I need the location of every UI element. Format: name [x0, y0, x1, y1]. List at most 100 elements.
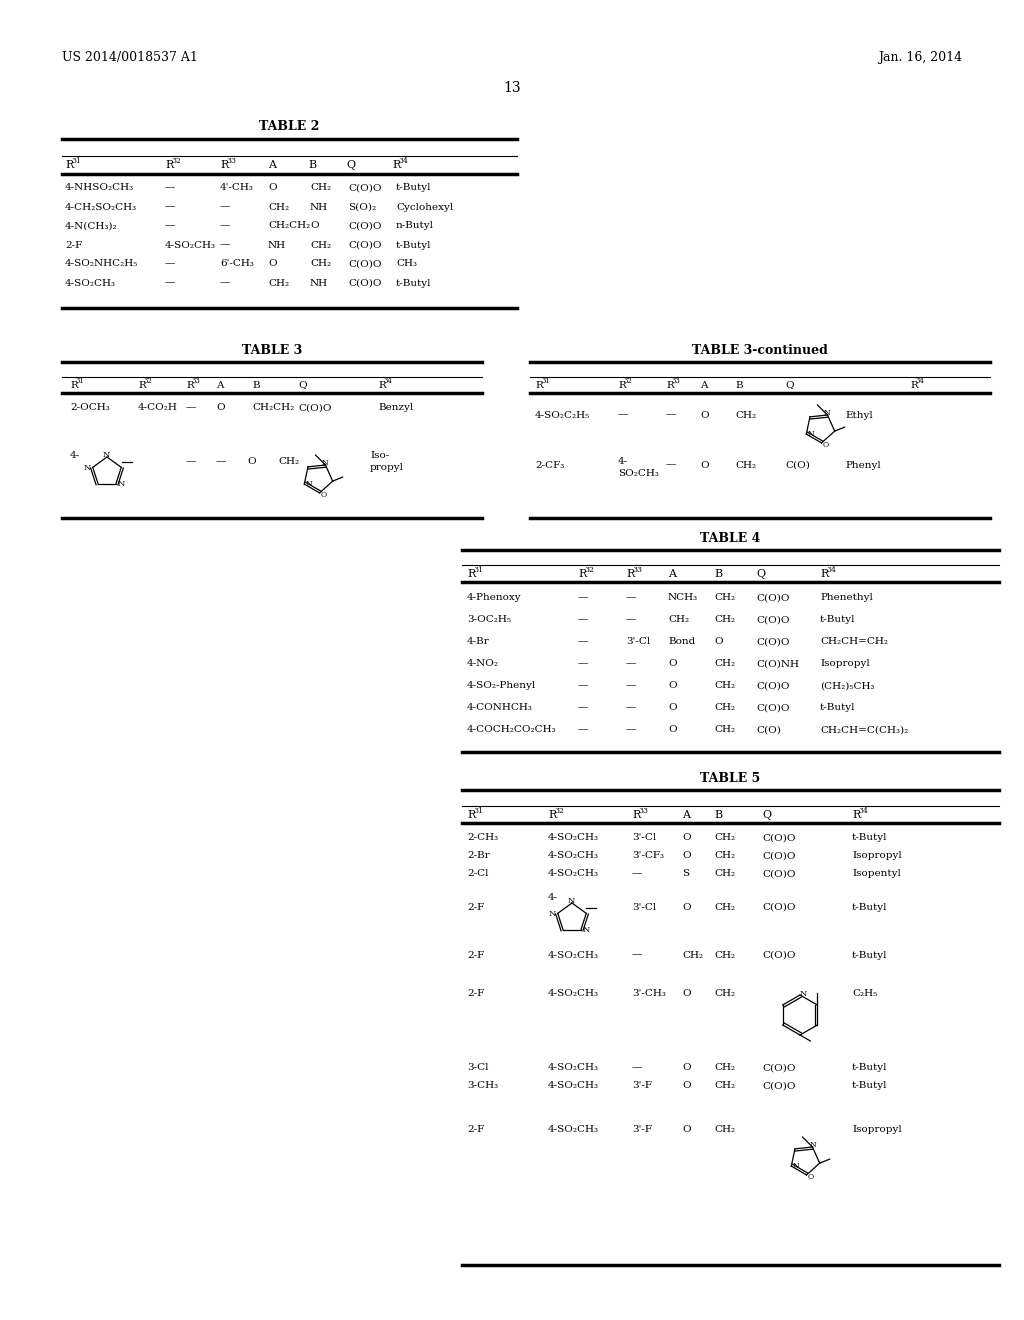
Text: —: — — [578, 660, 589, 668]
Text: —: — — [632, 1064, 642, 1072]
Text: N: N — [583, 927, 590, 935]
Text: 4-: 4- — [618, 457, 628, 466]
Text: CH₂: CH₂ — [268, 202, 289, 211]
Text: CH₂CH=CH₂: CH₂CH=CH₂ — [820, 638, 888, 647]
Text: TABLE 2: TABLE 2 — [259, 120, 319, 133]
Text: Phenethyl: Phenethyl — [820, 594, 872, 602]
Text: N: N — [323, 459, 329, 467]
Text: CH₂: CH₂ — [714, 851, 735, 861]
Text: C(O)O: C(O)O — [756, 681, 790, 690]
Text: 33: 33 — [672, 378, 681, 385]
Text: 4-NO₂: 4-NO₂ — [467, 660, 499, 668]
Text: R: R — [186, 380, 194, 389]
Text: 33: 33 — [193, 378, 201, 385]
Text: 3-Cl: 3-Cl — [467, 1064, 488, 1072]
Text: 34: 34 — [384, 378, 393, 385]
Text: propyl: propyl — [370, 463, 404, 473]
Text: 4-SO₂CH₃: 4-SO₂CH₃ — [548, 1126, 599, 1134]
Text: R: R — [65, 160, 74, 170]
Text: O: O — [682, 833, 690, 842]
Text: —: — — [165, 202, 175, 211]
Text: 31: 31 — [71, 157, 81, 165]
Text: C(O)O: C(O)O — [756, 704, 790, 713]
Text: A: A — [216, 380, 223, 389]
Text: CH₂: CH₂ — [310, 240, 331, 249]
Text: —: — — [626, 704, 636, 713]
Text: —: — — [186, 404, 197, 412]
Text: C(O)O: C(O)O — [348, 279, 382, 288]
Text: CH₂: CH₂ — [714, 950, 735, 960]
Text: CH₂: CH₂ — [278, 458, 299, 466]
Text: A: A — [682, 810, 690, 820]
Text: 32: 32 — [144, 378, 153, 385]
Text: 4-SO₂NHC₂H₅: 4-SO₂NHC₂H₅ — [65, 260, 138, 268]
Text: 3'-Cl: 3'-Cl — [626, 638, 650, 647]
Text: 2-CH₃: 2-CH₃ — [467, 833, 498, 842]
Text: CH₂: CH₂ — [714, 615, 735, 624]
Text: C(O)O: C(O)O — [348, 240, 382, 249]
Text: 32: 32 — [624, 378, 633, 385]
Text: NCH₃: NCH₃ — [668, 594, 698, 602]
Text: —: — — [626, 726, 636, 734]
Text: —: — — [578, 594, 589, 602]
Text: 32: 32 — [171, 157, 181, 165]
Text: 34: 34 — [858, 807, 868, 814]
Text: 31: 31 — [473, 566, 483, 574]
Text: A: A — [700, 380, 708, 389]
Text: Isopropyl: Isopropyl — [852, 851, 902, 861]
Text: R: R — [70, 380, 78, 389]
Text: 4-N(CH₃)₂: 4-N(CH₃)₂ — [65, 222, 118, 231]
Text: C(O)O: C(O)O — [762, 851, 796, 861]
Text: —: — — [578, 681, 589, 690]
Text: —: — — [578, 726, 589, 734]
Text: CH₂: CH₂ — [714, 660, 735, 668]
Text: n-Butyl: n-Butyl — [396, 222, 434, 231]
Text: US 2014/0018537 A1: US 2014/0018537 A1 — [62, 51, 198, 65]
Text: O: O — [682, 903, 690, 912]
Text: C(O)O: C(O)O — [348, 222, 382, 231]
Text: O: O — [700, 461, 709, 470]
Text: 4-SO₂CH₃: 4-SO₂CH₃ — [65, 279, 116, 288]
Text: 33: 33 — [638, 807, 648, 814]
Text: C(O)NH: C(O)NH — [756, 660, 799, 668]
Text: 4'-CH₃: 4'-CH₃ — [220, 183, 254, 193]
Text: R: R — [666, 380, 674, 389]
Text: 4-SO₂-Phenyl: 4-SO₂-Phenyl — [467, 681, 537, 690]
Text: C(O)O: C(O)O — [762, 1081, 796, 1090]
Text: —: — — [220, 202, 230, 211]
Text: S: S — [682, 870, 689, 879]
Text: TABLE 3: TABLE 3 — [242, 343, 302, 356]
Text: O: O — [668, 704, 677, 713]
Text: NH: NH — [310, 279, 328, 288]
Text: CH₂: CH₂ — [714, 681, 735, 690]
Text: CH₂: CH₂ — [735, 411, 756, 420]
Text: R: R — [852, 810, 860, 820]
Text: CH₂: CH₂ — [668, 615, 689, 624]
Text: 34: 34 — [398, 157, 408, 165]
Text: O: O — [682, 1126, 690, 1134]
Text: 4-: 4- — [70, 450, 80, 459]
Text: R: R — [467, 569, 475, 579]
Text: Q: Q — [298, 380, 306, 389]
Text: SO₂CH₃: SO₂CH₃ — [618, 470, 658, 479]
Text: —: — — [220, 279, 230, 288]
Text: R: R — [165, 160, 173, 170]
Text: 3'-F: 3'-F — [632, 1081, 652, 1090]
Text: 2-F: 2-F — [467, 1126, 484, 1134]
Text: 2-F: 2-F — [467, 950, 484, 960]
Text: C(O): C(O) — [785, 461, 810, 470]
Text: —: — — [165, 260, 175, 268]
Text: CH₂CH=C(CH₃)₂: CH₂CH=C(CH₃)₂ — [820, 726, 908, 734]
Text: N: N — [567, 898, 574, 906]
Text: O: O — [268, 183, 276, 193]
Text: NH: NH — [310, 202, 328, 211]
Text: t-Butyl: t-Butyl — [396, 240, 431, 249]
Text: 33: 33 — [632, 566, 642, 574]
Text: —: — — [165, 279, 175, 288]
Text: S(O)₂: S(O)₂ — [348, 202, 376, 211]
Text: 34: 34 — [826, 566, 836, 574]
Text: N: N — [793, 1162, 799, 1170]
Text: R: R — [138, 380, 145, 389]
Text: N: N — [824, 409, 830, 417]
Text: —: — — [578, 615, 589, 624]
